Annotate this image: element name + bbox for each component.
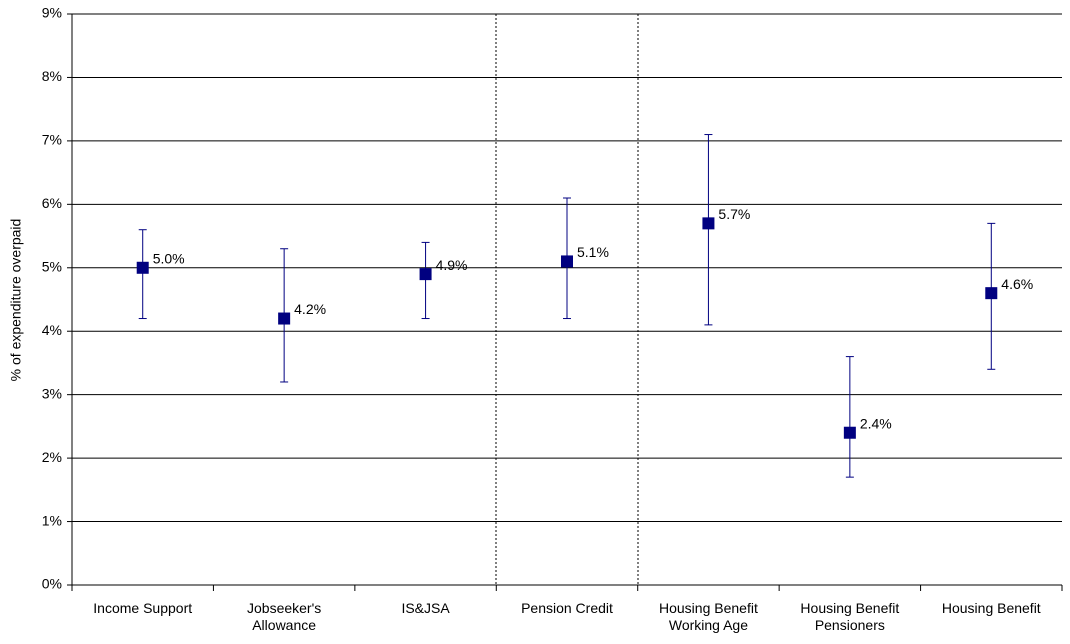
y-axis-title: % of expenditure overpaid (8, 219, 24, 382)
marker (985, 287, 998, 300)
marker (419, 268, 432, 281)
value-label: 4.9% (436, 257, 468, 273)
value-label: 5.0% (153, 250, 185, 266)
y-tick-label: 9% (42, 5, 62, 21)
x-tick-label: Income Support (93, 600, 193, 616)
marker (561, 255, 573, 268)
x-tick-label: Housing Benefit Working Age (659, 600, 758, 633)
y-tick-label: 2% (42, 449, 62, 465)
y-tick-label: 5% (42, 258, 62, 274)
y-tick-label: 8% (42, 68, 62, 84)
marker (278, 312, 291, 325)
y-tick-label: 0% (42, 576, 62, 592)
marker (843, 426, 856, 439)
y-tick-label: 4% (42, 322, 62, 338)
marker (702, 217, 715, 230)
value-label: 4.6% (1001, 276, 1033, 292)
x-tick-label: Housing Benefit Pensioners (800, 600, 900, 633)
x-tick-label: Jobseeker's Allowance (247, 600, 322, 633)
y-tick-label: 3% (42, 385, 62, 401)
value-label: 2.4% (860, 415, 892, 431)
x-tick-label: Housing Benefit (941, 600, 1041, 616)
value-label: 4.2% (294, 301, 326, 317)
x-tick-label: Pension Credit (521, 600, 613, 616)
y-tick-label: 1% (42, 512, 62, 528)
marker (136, 261, 149, 274)
x-tick-label: IS&JSA (401, 600, 450, 616)
y-tick-label: 7% (42, 132, 62, 148)
value-label: 5.1% (577, 244, 609, 260)
y-tick-label: 6% (42, 195, 62, 211)
value-label: 5.7% (718, 206, 750, 222)
